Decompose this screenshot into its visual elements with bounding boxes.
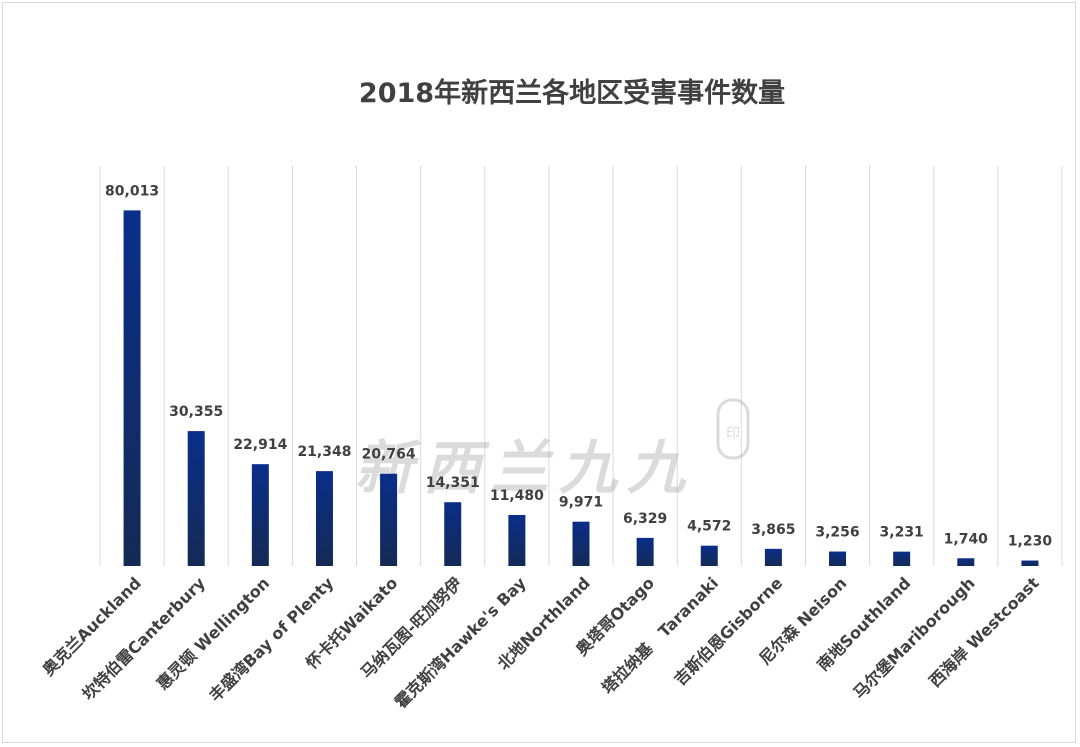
x-tick-label-9: 塔拉纳基 Taranaki bbox=[598, 573, 722, 697]
bar-13 bbox=[957, 558, 975, 566]
bar-11 bbox=[829, 551, 847, 566]
bar-6 bbox=[508, 514, 526, 566]
bar-2 bbox=[251, 464, 269, 566]
svg-text:新西兰九九: 新西兰九九 bbox=[355, 434, 695, 502]
x-tick-label-3: 丰盛湾Bay of Plenty bbox=[205, 573, 337, 705]
bar-1 bbox=[187, 431, 205, 566]
bar-5 bbox=[444, 502, 462, 566]
x-tick-label-10: 吉斯伯恩Gisborne bbox=[670, 573, 786, 689]
bar-0 bbox=[123, 210, 141, 567]
bar-10 bbox=[764, 548, 782, 566]
bar-12 bbox=[893, 551, 911, 566]
svg-text:印: 印 bbox=[726, 426, 740, 442]
watermark-logo: 新西兰九九 印 bbox=[355, 398, 750, 502]
x-tick-label-13: 马尔堡Mariborough bbox=[849, 573, 978, 702]
data-label-14: 1,230 bbox=[1008, 534, 1053, 550]
data-label-6: 11,480 bbox=[490, 488, 544, 504]
x-tick-label-1: 坎特伯雷Canterbury bbox=[79, 573, 210, 704]
bar-9 bbox=[700, 545, 718, 566]
bar-8 bbox=[636, 537, 654, 566]
bar-3 bbox=[315, 471, 333, 566]
x-tick-label-2: 惠灵顿 Wellington bbox=[153, 573, 273, 693]
bar-7 bbox=[572, 521, 590, 566]
bar-14 bbox=[1021, 560, 1039, 566]
data-label-12: 3,231 bbox=[880, 525, 924, 541]
data-label-4: 20,764 bbox=[362, 447, 416, 463]
data-label-0: 80,013 bbox=[105, 183, 159, 199]
chart-title: 2018年新西兰各地区受害事件数量 bbox=[359, 77, 785, 109]
data-label-13: 1,740 bbox=[944, 531, 989, 547]
data-label-2: 22,914 bbox=[233, 437, 287, 453]
data-label-10: 3,865 bbox=[751, 522, 795, 538]
data-label-1: 30,355 bbox=[169, 404, 223, 420]
data-label-3: 21,348 bbox=[297, 444, 351, 460]
data-label-5: 14,351 bbox=[426, 475, 480, 491]
data-label-9: 4,572 bbox=[687, 519, 731, 535]
data-label-11: 3,256 bbox=[815, 525, 859, 541]
data-label-8: 6,329 bbox=[623, 511, 667, 527]
bar-4 bbox=[380, 473, 398, 566]
data-label-7: 9,971 bbox=[559, 495, 603, 511]
x-tick-label-14: 西海岸 Westcoast bbox=[925, 573, 1043, 691]
x-tick-label-6: 霍克斯湾Hawke's Bay bbox=[391, 573, 530, 712]
